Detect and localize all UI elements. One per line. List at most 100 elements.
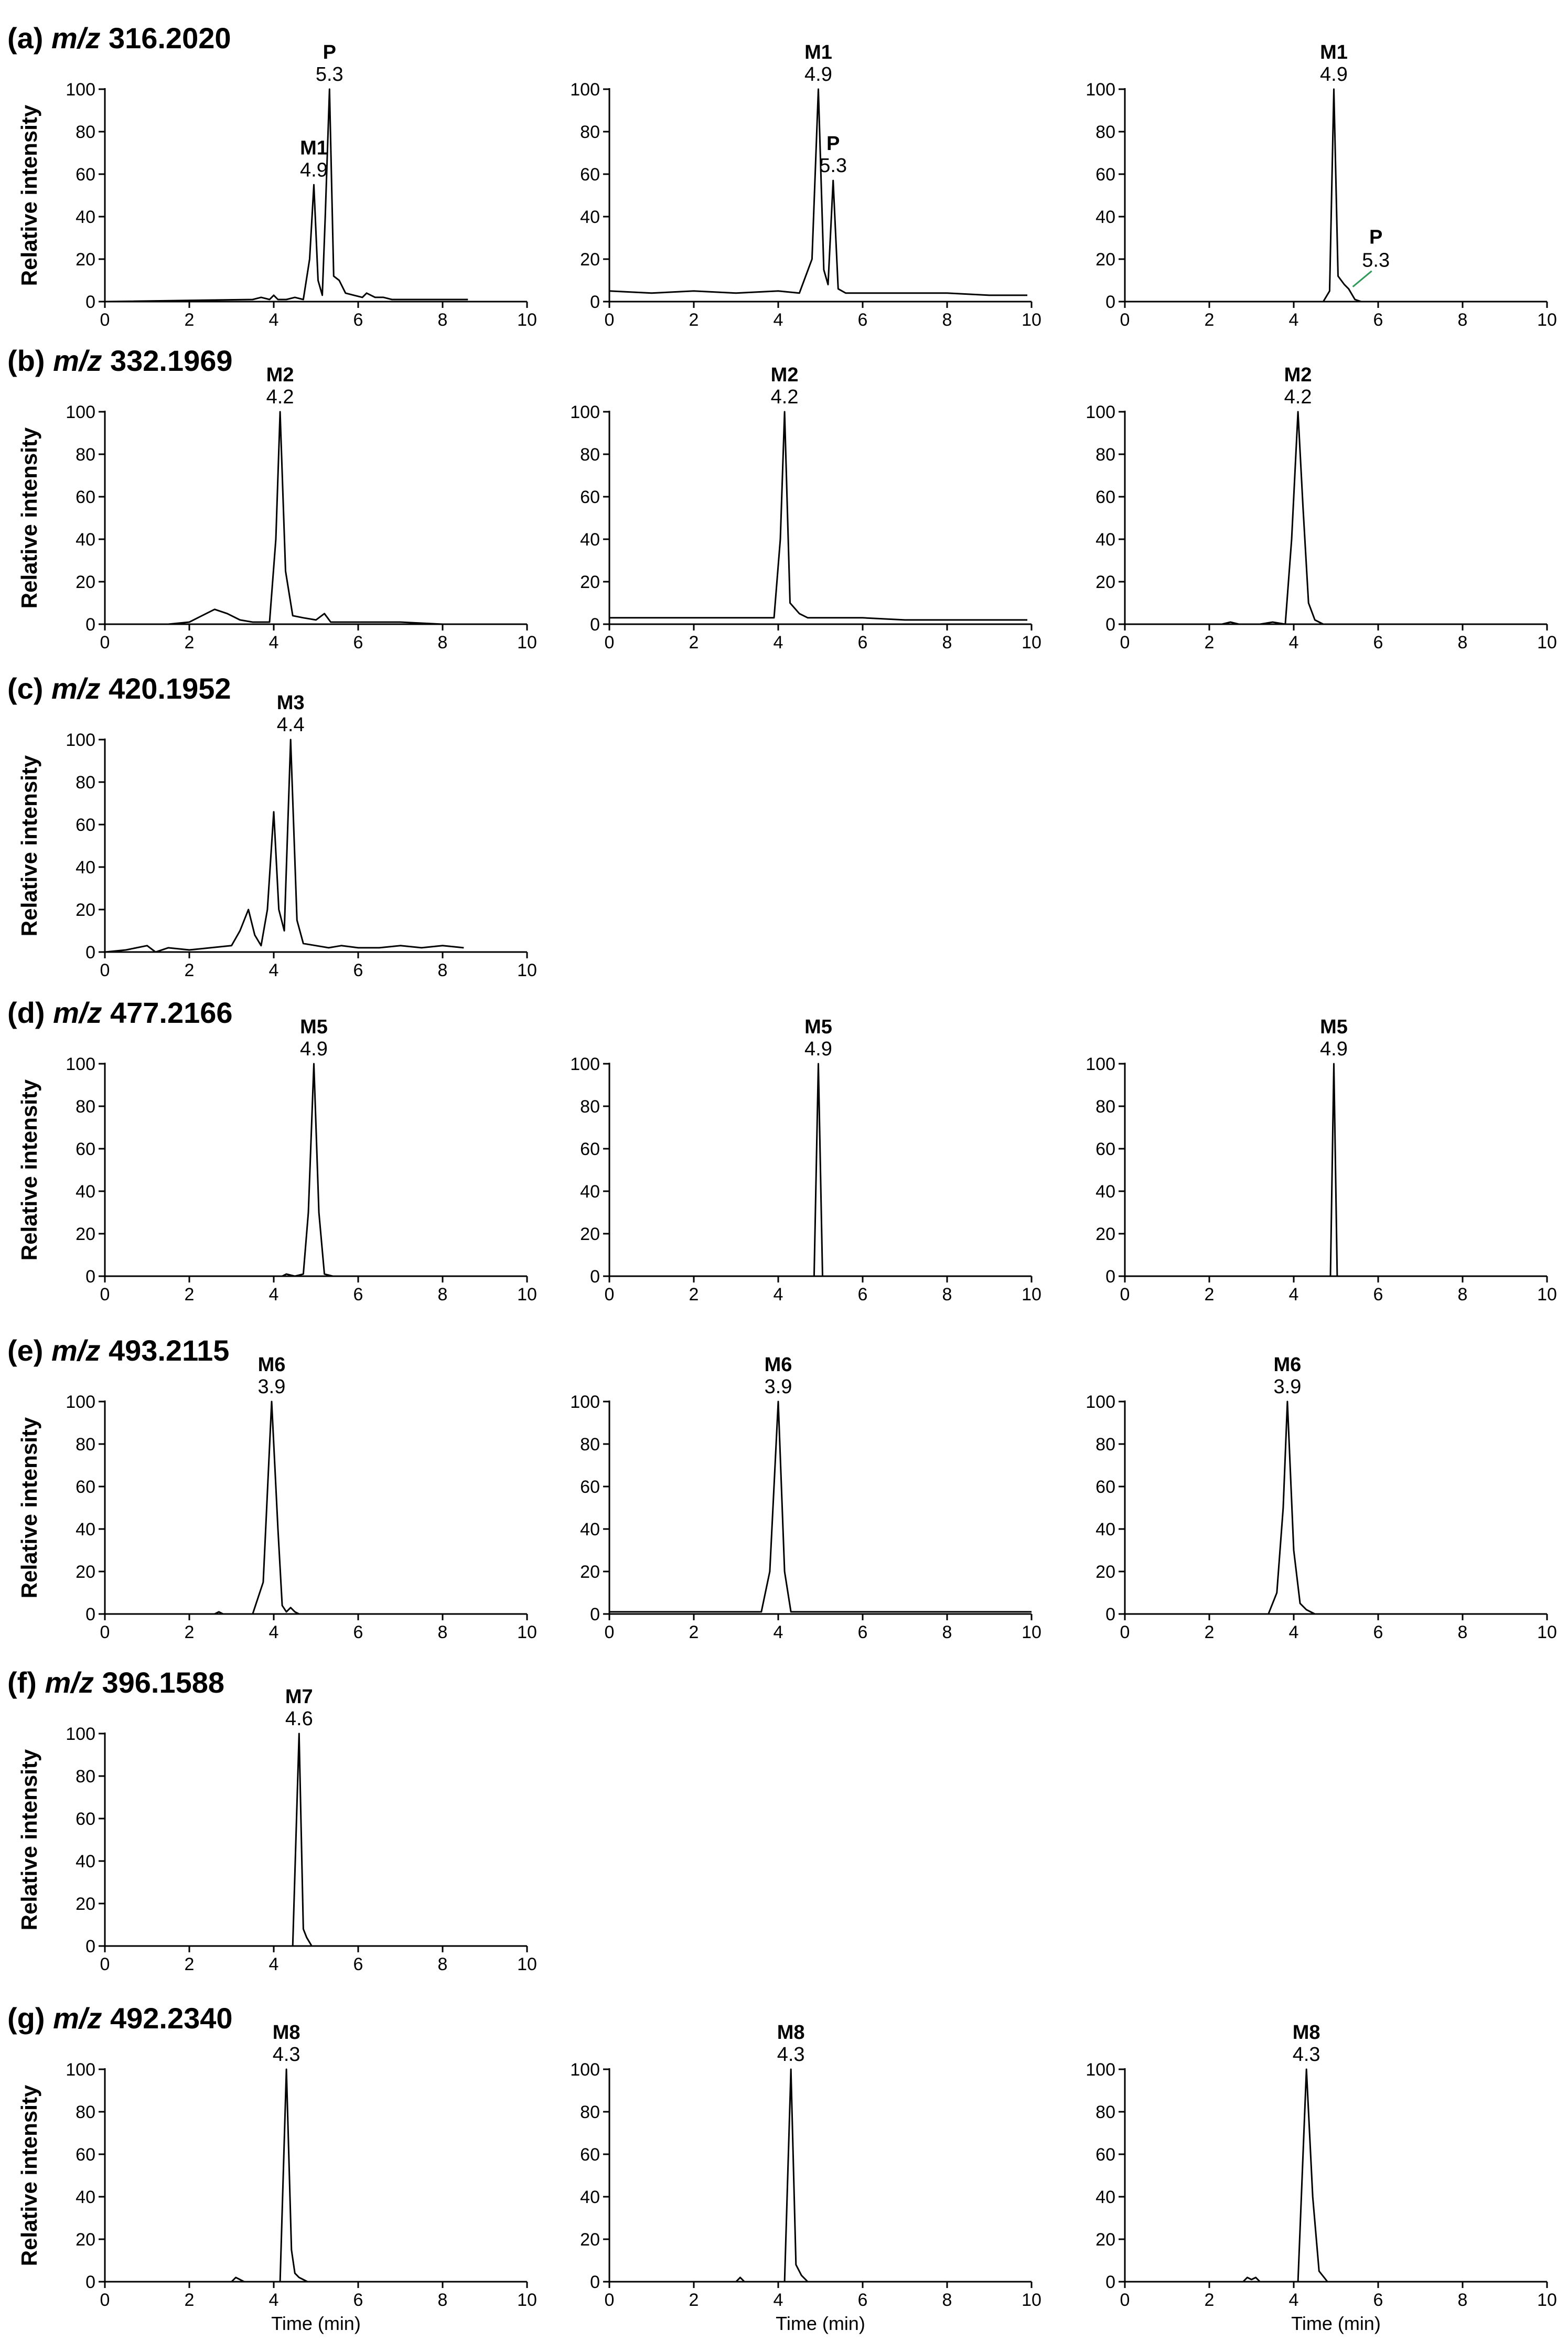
chromatogram-trace [1125,1400,1547,1615]
y-tick-label: 100 [66,730,95,750]
x-tick-label: 2 [185,1622,195,1642]
x-tick-label: 6 [1373,2290,1383,2310]
y-tick-label: 40 [1096,530,1115,550]
y-tick-label: 100 [570,80,600,100]
x-tick-label: 4 [269,960,279,980]
chromatogram-trace [105,1400,527,1615]
panel-letter: (c) [7,672,43,705]
x-tick-label: 4 [269,633,279,653]
x-tick-label: 10 [517,1285,537,1305]
x-tick-label: 6 [353,1954,363,1974]
y-tick-label: 0 [590,1605,600,1624]
x-tick-label: 4 [1289,633,1299,653]
y-tick-label: 20 [1096,572,1115,592]
y-tick-label: 80 [76,1767,95,1787]
peak-name-label: P [826,133,840,155]
y-tick-label: 80 [1096,122,1115,142]
mz-prefix: m/z [53,2002,102,2035]
y-tick-label: 0 [1105,1267,1115,1287]
y-tick-label: 100 [66,1054,95,1074]
x-tick-label: 10 [1022,1622,1041,1642]
x-tick-label: 8 [1458,1285,1468,1305]
panel-gap [45,996,53,1029]
panel-gap [94,1666,102,1699]
peak-retention-time-label: 5.3 [819,155,847,177]
y-tick-label: 20 [76,1224,95,1244]
x-tick-label: 4 [269,1622,279,1642]
x-tick-label: 2 [185,633,195,653]
panel-label: (d) m/z 477.2166 [7,996,233,1029]
y-tick-label: 0 [590,615,600,635]
x-tick-label: 10 [1022,310,1041,330]
y-tick-label: 100 [570,402,600,422]
y-tick-label: 60 [1096,1139,1115,1159]
peak-retention-time-label: 4.2 [1284,386,1312,408]
panel-label: (b) m/z 332.1969 [7,344,233,377]
peak-name-label: P [323,41,336,63]
chromatogram-trace [609,411,1027,621]
y-tick-label: 0 [85,292,95,312]
y-tick-label: 20 [76,1562,95,1582]
y-tick-label: 20 [580,1224,600,1244]
x-tick-label: 8 [942,1285,952,1305]
x-tick-label: 8 [438,310,448,330]
x-tick-label: 4 [1289,2290,1299,2310]
x-tick-label: 2 [1205,633,1215,653]
x-tick-label: 10 [1022,633,1041,653]
x-tick-label: 10 [517,2290,537,2310]
y-tick-label: 20 [580,572,600,592]
peak-name-label: M6 [765,1354,792,1376]
peak-name-label: M1 [1320,41,1348,63]
x-tick-label: 10 [517,1622,537,1642]
x-tick-label: 2 [689,1285,699,1305]
y-tick-label: 100 [1086,402,1115,422]
peak-retention-time-label: 4.9 [300,159,328,181]
panel-gap [43,1334,51,1367]
y-tick-label: 40 [580,207,600,227]
chromatogram-panel: (g) m/z 492.2340 Relative intensity 0 2 4 6 8 1… [7,2002,537,2334]
x-tick-label: 6 [1373,1285,1383,1305]
mz-value: 420.1952 [109,672,231,705]
panel-letter: (f) [7,1666,37,1699]
y-tick-label: 40 [76,2187,95,2207]
y-tick-label: 0 [1105,292,1115,312]
chromatogram-panel: (f) m/z 396.1588 Relative intensity 0 2 4 6 8 1… [7,1666,537,1974]
x-tick-label: 4 [269,1285,279,1305]
y-tick-label: 100 [66,402,95,422]
panel-gap [45,2002,53,2035]
y-axis-label: Relative intensity [17,1417,41,1598]
panel-label: (a) m/z 316.2020 [7,22,231,55]
peak-name-label: M3 [277,692,305,714]
chromatogram-trace [609,1400,1032,1613]
y-tick-label: 0 [590,2272,600,2292]
chromatogram-trace [104,739,464,953]
x-tick-label: 6 [858,2290,868,2310]
peak-retention-time-label: 4.3 [273,2044,300,2066]
y-tick-label: 100 [66,1724,95,1744]
y-tick-label: 20 [580,2230,600,2250]
x-tick-label: 6 [353,1622,363,1642]
x-tick-label: 2 [1205,310,1215,330]
peak-leader-line [1352,270,1372,287]
chromatogram-trace [1125,1063,1547,1277]
x-tick-label: 10 [1537,1622,1557,1642]
x-tick-label: 4 [269,310,279,330]
y-tick-label: 20 [76,2230,95,2250]
y-tick-label: 20 [76,900,95,920]
peak-name-label: M5 [300,1016,328,1038]
peak-name-label: M1 [300,137,328,159]
peak-retention-time-label: 5.3 [316,63,343,85]
x-tick-label: 8 [942,310,952,330]
x-tick-label: 6 [1373,633,1383,653]
y-tick-label: 80 [580,1097,600,1117]
y-tick-label: 100 [1086,80,1115,100]
y-tick-label: 40 [76,207,95,227]
y-tick-label: 100 [1086,1392,1115,1412]
peak-retention-time-label: 4.2 [266,386,294,408]
y-tick-label: 100 [570,1392,600,1412]
y-tick-label: 0 [1105,1605,1115,1624]
panel-gap [100,22,109,55]
x-tick-label: 10 [517,960,537,980]
